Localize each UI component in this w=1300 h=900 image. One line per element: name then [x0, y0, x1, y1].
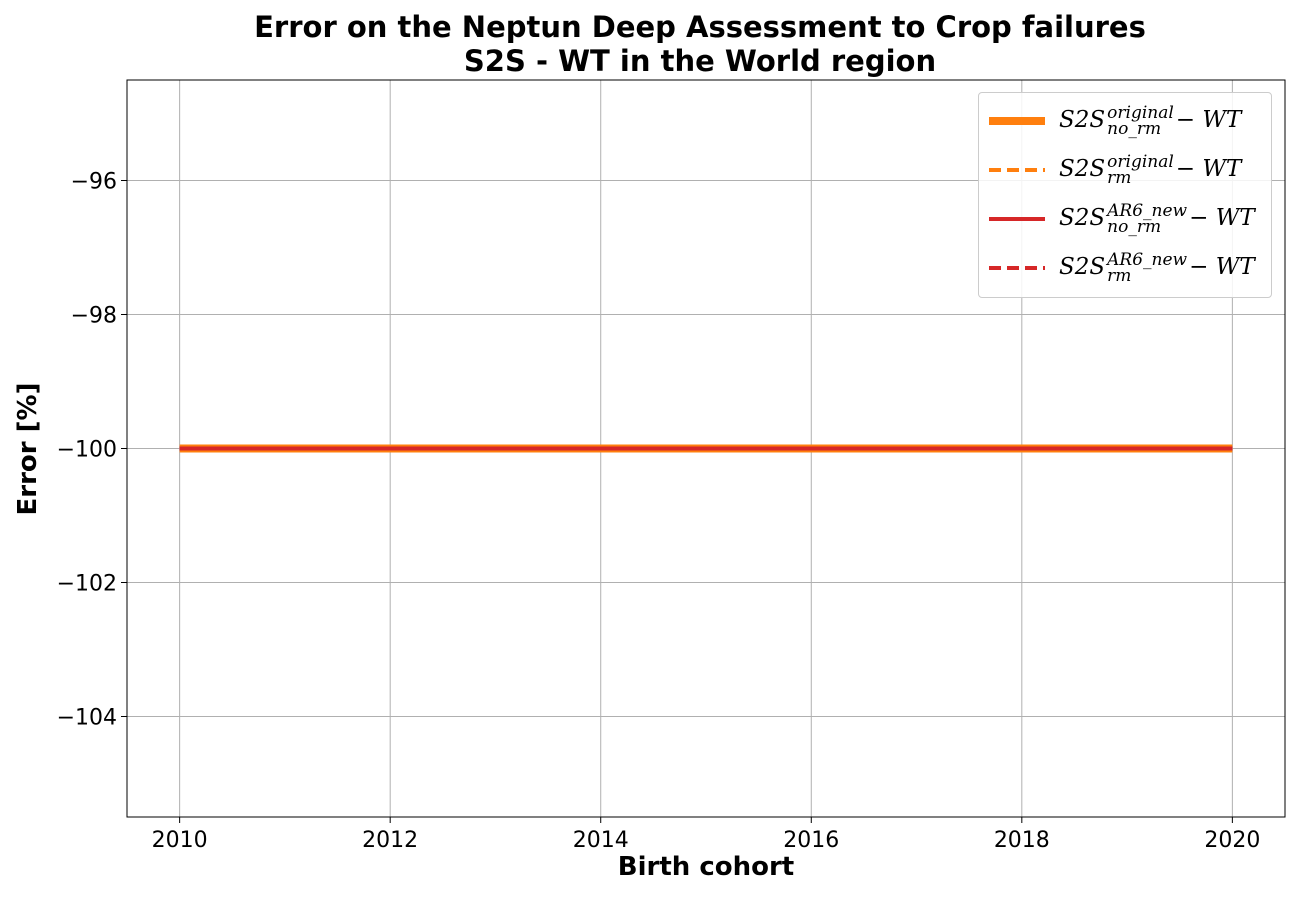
legend-label: S2S original rm − WT	[1059, 152, 1242, 188]
legend-label-sub: rm	[1107, 266, 1132, 286]
x-tick-label: 2016	[783, 828, 839, 853]
legend-label-base: S2S	[1059, 107, 1106, 133]
y-tick-label: −102	[57, 572, 117, 597]
legend-entry: S2S original no_rm − WT	[979, 101, 1271, 141]
legend-label-sup: original	[1107, 152, 1174, 172]
legend-swatch	[989, 217, 1045, 221]
legend-label: S2S original no_rm − WT	[1059, 103, 1242, 139]
legend-label-sup: original	[1107, 103, 1174, 123]
legend-label-base: S2S	[1059, 205, 1106, 231]
x-tick-label: 2014	[573, 828, 629, 853]
legend-label: S2S AR6_new no_rm − WT	[1059, 201, 1255, 237]
chart-subtitle: S2S - WT in the World region	[463, 44, 937, 78]
legend-swatch	[989, 117, 1045, 125]
legend-label-base: S2S	[1059, 156, 1106, 182]
legend: S2S original no_rm − WT S2S original rm − WT S2S…	[978, 92, 1272, 298]
x-tick-label: 2012	[362, 828, 418, 853]
y-tick-label: −98	[71, 304, 117, 329]
legend-label-sup: AR6_new	[1107, 250, 1188, 270]
legend-label-suffix: − WT	[1189, 205, 1255, 231]
y-axis-label: Error [%]	[13, 382, 43, 516]
x-tick-label: 2020	[1204, 828, 1260, 853]
legend-label-sub: no_rm	[1107, 119, 1162, 139]
legend-entry: S2S original rm − WT	[979, 150, 1271, 190]
y-axis: −96 −98 −100 −102 −104	[57, 170, 127, 731]
legend-label-suffix: − WT	[1175, 156, 1242, 182]
legend-label-sub: no_rm	[1107, 217, 1162, 237]
legend-swatch	[989, 266, 1045, 270]
legend-label-sub: rm	[1107, 168, 1132, 188]
legend-label-suffix: − WT	[1175, 107, 1242, 133]
x-tick-label: 2010	[152, 828, 208, 853]
x-tick-label: 2018	[994, 828, 1050, 853]
legend-label-sup: AR6_new	[1107, 201, 1188, 221]
legend-swatch	[989, 168, 1045, 172]
legend-label-suffix: − WT	[1189, 254, 1255, 280]
y-tick-label: −96	[71, 170, 117, 195]
y-tick-label: −104	[57, 706, 117, 731]
x-axis-label: Birth cohort	[617, 852, 795, 882]
x-axis: 2010 2012 2014 2016 2018 2020	[152, 817, 1260, 853]
legend-entry: S2S AR6_new rm − WT	[979, 248, 1271, 288]
legend-label-base: S2S	[1059, 254, 1106, 280]
y-tick-label: −100	[57, 438, 117, 463]
legend-entry: S2S AR6_new no_rm − WT	[979, 199, 1271, 239]
chart-title: Error on the Neptun Deep Assessment to C…	[254, 10, 1146, 44]
legend-label: S2S AR6_new rm − WT	[1059, 250, 1255, 286]
